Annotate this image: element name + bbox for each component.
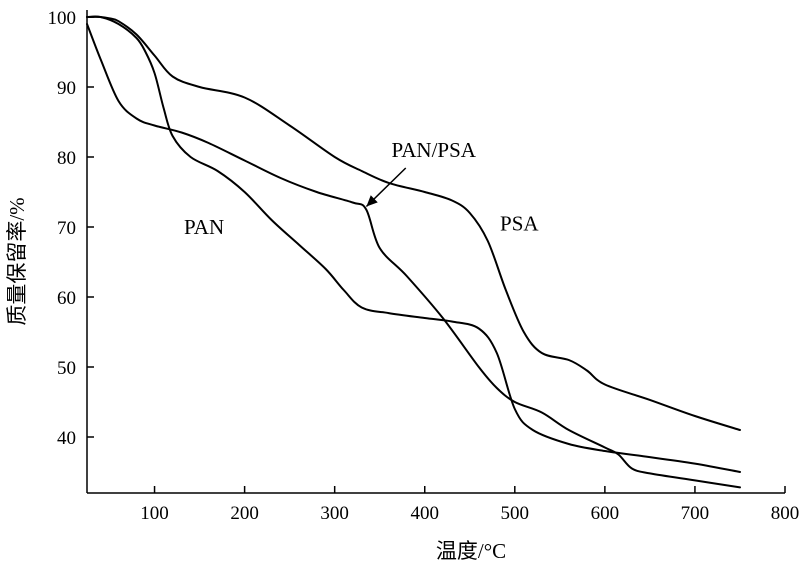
y-tick-label: 80 (57, 148, 76, 169)
axes: 100 200 300 400 500 600 700 800 40 50 60 70 80 90 100 (48, 8, 800, 524)
curve-label-pan-psa: PAN/PSA (392, 138, 477, 162)
x-tick-label: 100 (140, 503, 169, 524)
annotation-arrowhead (366, 195, 378, 207)
series-line-psa (86, 15, 741, 431)
series-line-pan-psa (86, 23, 741, 489)
y-tick-label: 100 (48, 8, 77, 29)
x-tick-label: 300 (320, 503, 349, 524)
x-tick-label: 600 (591, 503, 620, 524)
y-tick-label: 50 (57, 358, 76, 379)
y-tick-label: 90 (57, 78, 76, 99)
x-tick-label: 700 (681, 503, 710, 524)
series-group (86, 15, 741, 489)
x-tick-label: 200 (230, 503, 259, 524)
curve-label-psa: PSA (500, 212, 539, 236)
y-axis-title: 质量保留率/% (5, 197, 29, 325)
x-tick-label: 800 (771, 503, 800, 524)
annotation-group: PAN PAN/PSA PSA (184, 138, 539, 239)
y-tick-label: 60 (57, 288, 76, 309)
curve-label-pan: PAN (184, 215, 224, 239)
y-tick-label: 40 (57, 428, 76, 449)
x-tick-label: 500 (501, 503, 530, 524)
x-tick-label: 400 (410, 503, 439, 524)
y-tick-label: 70 (57, 218, 76, 239)
series-line-pan (86, 15, 741, 473)
x-axis-title: 温度/°C (436, 539, 506, 563)
